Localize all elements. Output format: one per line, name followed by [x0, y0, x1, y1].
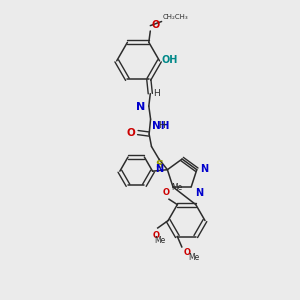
- Text: Me: Me: [189, 253, 200, 262]
- Text: Me: Me: [171, 183, 182, 192]
- Text: H: H: [153, 88, 160, 98]
- Text: O: O: [184, 248, 191, 257]
- Text: N: N: [155, 164, 163, 173]
- Text: H: H: [158, 121, 164, 130]
- Text: O: O: [127, 128, 135, 138]
- Text: O: O: [152, 231, 159, 240]
- Text: NH: NH: [152, 121, 170, 131]
- Text: OH: OH: [162, 55, 178, 65]
- Text: O: O: [152, 20, 160, 30]
- Text: N: N: [136, 102, 145, 112]
- Text: S: S: [155, 160, 163, 170]
- Text: N: N: [195, 188, 203, 198]
- Text: Me: Me: [154, 236, 165, 245]
- Text: N: N: [200, 164, 208, 173]
- Text: CH₂CH₃: CH₂CH₃: [163, 14, 188, 20]
- Text: O: O: [163, 188, 170, 197]
